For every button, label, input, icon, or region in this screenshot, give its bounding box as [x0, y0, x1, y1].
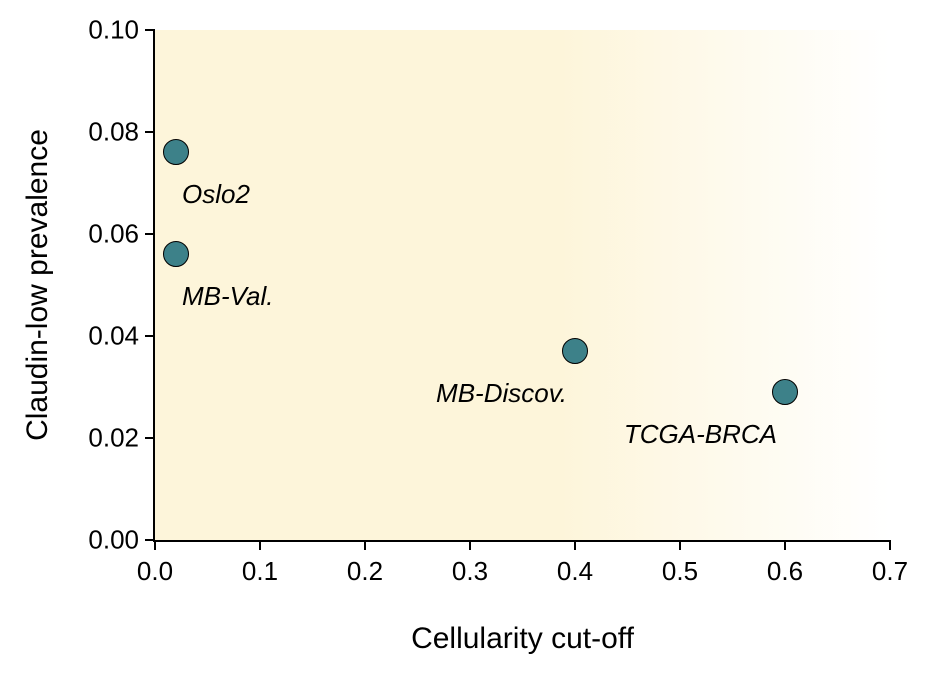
- y-tick: [145, 233, 155, 235]
- y-axis-title: Claudin-low prevalence: [21, 129, 55, 441]
- x-tick: [679, 540, 681, 550]
- y-tick-label: 0.02: [88, 423, 139, 454]
- x-tick-label: 0.5: [662, 556, 698, 587]
- x-tick: [574, 540, 576, 550]
- x-tick-label: 0.6: [767, 556, 803, 587]
- x-tick-label: 0.3: [452, 556, 488, 587]
- y-tick: [145, 437, 155, 439]
- x-tick: [889, 540, 891, 550]
- data-point-label: TCGA-BRCA: [624, 419, 777, 450]
- x-tick-label: 0.4: [557, 556, 593, 587]
- y-tick-label: 0.00: [88, 525, 139, 556]
- y-tick: [145, 335, 155, 337]
- chart-container: Cellularity cut-off Claudin-low prevalen…: [0, 0, 939, 687]
- y-tick: [145, 29, 155, 31]
- x-tick-label: 0.0: [137, 556, 173, 587]
- x-tick-label: 0.7: [872, 556, 908, 587]
- x-tick-label: 0.1: [242, 556, 278, 587]
- x-tick: [784, 540, 786, 550]
- y-axis-line: [153, 30, 155, 540]
- x-tick: [469, 540, 471, 550]
- x-tick: [259, 540, 261, 550]
- x-axis-title: Cellularity cut-off: [411, 622, 634, 656]
- data-point: [772, 379, 798, 405]
- data-point-label: Oslo2: [182, 179, 250, 210]
- y-tick: [145, 539, 155, 541]
- data-point: [562, 338, 588, 364]
- x-axis-line: [153, 540, 890, 542]
- y-tick-label: 0.10: [88, 15, 139, 46]
- x-tick: [154, 540, 156, 550]
- data-point-label: MB-Discov.: [436, 378, 567, 409]
- y-tick-label: 0.04: [88, 321, 139, 352]
- data-point-label: MB-Val.: [182, 281, 274, 312]
- x-tick-label: 0.2: [347, 556, 383, 587]
- y-tick-label: 0.06: [88, 219, 139, 250]
- x-tick: [364, 540, 366, 550]
- data-point: [163, 241, 189, 267]
- data-point: [163, 139, 189, 165]
- y-tick-label: 0.08: [88, 117, 139, 148]
- y-tick: [145, 131, 155, 133]
